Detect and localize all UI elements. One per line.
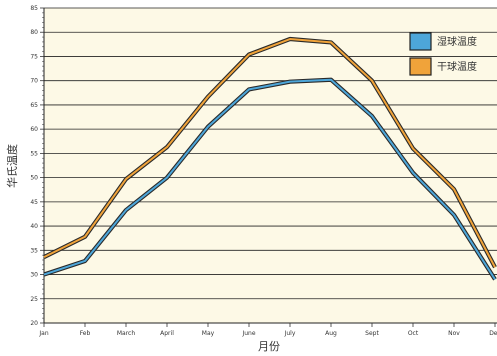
y-tick-label: 35 [30,247,38,254]
legend-label: 湿球温度 [437,35,477,48]
y-tick-label: 80 [30,29,38,36]
y-tick-label: 70 [30,78,38,85]
legend-swatch [409,57,432,76]
y-axis: 20 25 30 35 40 45 50 55 60 65 70 75 80 85 [30,5,45,327]
y-tick-label: 55 [30,150,38,157]
y-tick-label: 45 [30,199,38,206]
y-axis-label: 华氏温度 [5,144,19,188]
x-tick-label: July [284,330,296,337]
x-tick-label: Dec [489,330,497,337]
series-lines [43,36,497,281]
x-tick-label: Sept [365,330,379,337]
gridlines [44,7,497,324]
x-axis: Jan Feb March April May June July Aug Sept Oct Nov… [38,322,497,337]
x-tick-label: Oct [408,330,419,337]
x-tick-label: Aug [325,330,337,337]
series-line-1 [43,78,496,280]
y-tick-label: 20 [30,320,38,327]
x-tick-label: Nov [448,330,460,337]
x-tick-label: May [202,330,215,337]
series-line-2 [43,38,496,268]
x-tick-label: March [117,330,135,337]
x-tick-label: April [160,330,174,337]
y-tick-label: 75 [30,53,38,60]
x-tick-label: Jan [38,330,48,337]
x-tick-label: June [241,330,255,337]
legend-label: 干球温度 [437,60,477,73]
y-tick-label: 50 [30,175,38,182]
y-tick-label: 25 [30,296,38,303]
x-tick-label: Feb [80,330,91,337]
y-tick-label: 85 [30,5,38,12]
y-tick-label: 40 [30,223,38,230]
legend-swatch [409,32,432,51]
y-tick-label: 60 [30,126,38,133]
y-tick-label: 30 [30,272,38,279]
y-tick-label: 65 [30,102,38,109]
x-axis-label: 月份 [258,340,280,353]
